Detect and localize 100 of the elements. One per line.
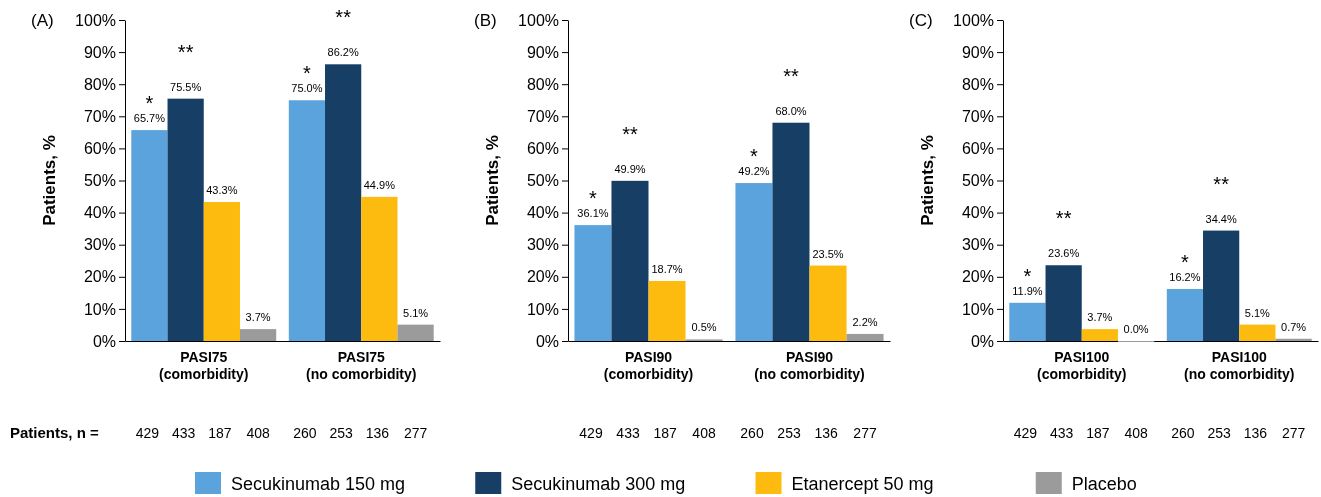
data-label: 68.0% [775, 104, 807, 117]
annotation: * [1181, 251, 1190, 273]
data-label: 16.2% [1169, 271, 1201, 283]
bar [574, 225, 612, 341]
bar [809, 265, 847, 341]
y-tick-label: 0% [92, 332, 116, 350]
y-tick-label: 70% [526, 107, 559, 125]
annotation: * [145, 92, 154, 115]
text: 429 433 187 408 [135, 425, 270, 441]
data-label: 18.7% [651, 262, 683, 275]
data-label: 3.7% [1087, 311, 1113, 324]
y-tick-label: 100% [75, 11, 116, 29]
chart-title: (C) [909, 11, 933, 30]
text: Patients, n = [10, 424, 100, 441]
annotation: ** [1055, 207, 1072, 230]
bar [1166, 289, 1204, 341]
y-tick-label: 50% [961, 172, 994, 190]
y-tick-label: 60% [526, 140, 559, 158]
bar [239, 329, 277, 341]
bar [735, 183, 773, 341]
data-label: 34.4% [1205, 212, 1237, 225]
bar [203, 202, 240, 341]
chart-title: (A) [31, 11, 54, 30]
x-tick-label: PASI90 (no comorbidity) [754, 349, 865, 382]
data-label: 11.9% [1012, 284, 1043, 297]
x-tick-label: PASI100 (comorbidity) [1037, 349, 1127, 382]
y-tick-label: 80% [526, 75, 559, 93]
data-label: 0.7% [1281, 320, 1307, 333]
annotation: * [303, 62, 312, 85]
data-label: 43.3% [206, 184, 238, 197]
y-tick-label: 30% [961, 236, 994, 254]
annotation: * [750, 145, 759, 168]
chart-title: (B) [474, 11, 497, 30]
text: 260 253 136 277 [293, 425, 428, 441]
data-label: 36.1% [577, 207, 609, 220]
data-label: 49.9% [614, 162, 646, 175]
y-tick-label: 80% [961, 75, 994, 93]
annotation: ** [622, 122, 638, 145]
y-tick-label: 0% [970, 332, 994, 350]
y-tick-label: 50% [83, 172, 116, 190]
annotation: ** [1213, 172, 1230, 195]
y-axis-title: Patients, % [918, 135, 937, 226]
legend-label: Secukinumab 150 mg [231, 474, 406, 494]
text: 260 253 136 277 [740, 425, 877, 441]
y-tick-label: 40% [83, 204, 116, 222]
y-tick-label: 30% [526, 236, 559, 254]
y-tick-label: 30% [83, 236, 116, 254]
y-tick-label: 60% [961, 140, 994, 158]
bar [846, 333, 884, 341]
data-label: 0.5% [691, 321, 717, 334]
bar [772, 122, 810, 341]
data-label: 86.2% [327, 46, 359, 59]
y-tick-label: 90% [961, 43, 994, 61]
y-tick-label: 100% [518, 11, 559, 29]
y-tick-label: 10% [961, 300, 994, 318]
bar [361, 196, 398, 341]
bar [611, 180, 649, 341]
bar [288, 100, 326, 341]
data-label: 65.7% [133, 112, 166, 125]
data-label: 49.2% [738, 165, 770, 178]
bar [325, 64, 362, 341]
data-label: 3.7% [245, 311, 271, 324]
y-tick-label: 20% [83, 268, 116, 286]
y-tick-label: 100% [953, 11, 994, 29]
data-label: 75.5% [170, 80, 202, 93]
data-label: 2.2% [852, 315, 878, 328]
x-tick-label: PASI75 (no comorbidity) [306, 349, 417, 382]
x-tick-label: PASI90 (comorbidity) [603, 349, 694, 382]
bar [1045, 265, 1082, 341]
bar [1275, 338, 1312, 341]
y-tick-label: 20% [961, 268, 994, 286]
bar [1239, 324, 1276, 341]
text: 260 253 136 277 [1171, 425, 1306, 441]
bar [1009, 302, 1046, 341]
bar [1081, 329, 1118, 341]
annotation: ** [177, 40, 194, 63]
text: 429 433 187 408 [1013, 425, 1148, 441]
y-tick-label: 20% [526, 268, 559, 286]
annotation: ** [783, 64, 799, 87]
legend-label: Placebo [1071, 474, 1137, 494]
data-label: 23.6% [1048, 247, 1080, 260]
y-tick-label: 10% [526, 300, 559, 318]
bar [397, 324, 434, 341]
bar [648, 280, 686, 341]
y-tick-label: 40% [526, 204, 559, 222]
data-label: 44.9% [363, 178, 396, 191]
text: 429 433 187 408 [579, 425, 716, 441]
x-tick-label: PASI75 (comorbidity) [159, 349, 249, 382]
y-tick-label: 60% [83, 140, 116, 158]
y-tick-label: 40% [961, 204, 994, 222]
y-tick-label: 0% [535, 332, 559, 350]
annotation: ** [335, 6, 352, 29]
y-tick-label: 90% [526, 43, 559, 61]
bar [131, 130, 168, 341]
x-tick-label: PASI100 (no comorbidity) [1184, 349, 1295, 382]
annotation: * [589, 187, 598, 210]
y-tick-label: 50% [526, 172, 559, 190]
legend-label: Etanercept 50 mg [791, 474, 934, 494]
bar [167, 98, 204, 341]
y-tick-label: 70% [961, 107, 994, 125]
